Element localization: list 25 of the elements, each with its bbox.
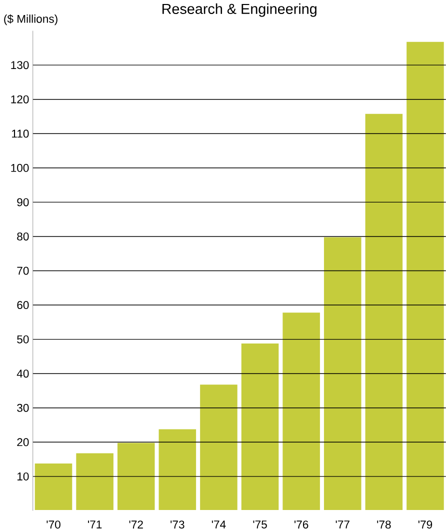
y-tick-label: 30	[16, 404, 29, 412]
chart-title: Research & Engineering	[162, 3, 316, 17]
x-tick-label: '71	[88, 520, 102, 528]
x-tick-label: '75	[253, 520, 267, 528]
x-tick-label: '72	[129, 520, 143, 528]
y-tick-label: 60	[17, 301, 29, 310]
y-tick-label: 70	[17, 266, 29, 275]
x-tick-label: '77	[336, 520, 350, 528]
y-tick-label: 50	[16, 335, 29, 344]
x-tick-label: '70	[46, 520, 60, 529]
x-tick-label: '79	[418, 520, 432, 529]
x-tick-label: '78	[377, 520, 391, 529]
y-tick-label: 80	[17, 232, 29, 240]
y-tick-label: 20	[17, 438, 29, 446]
x-tick-label: '76	[294, 520, 308, 529]
y-tick-label: 120	[11, 95, 29, 104]
y-tick-label: 100	[11, 164, 29, 172]
y-tick-label: 110	[12, 130, 29, 138]
x-tick-label: '74	[212, 520, 226, 528]
x-tick-label: '73	[170, 520, 184, 529]
y-axis-title: ($ Millions)	[4, 14, 58, 26]
y-tick-label: 130	[11, 61, 29, 70]
y-tick-label: 10	[17, 472, 29, 480]
y-tick-label: 90	[17, 198, 29, 206]
y-tick-label: 40	[16, 370, 29, 378]
